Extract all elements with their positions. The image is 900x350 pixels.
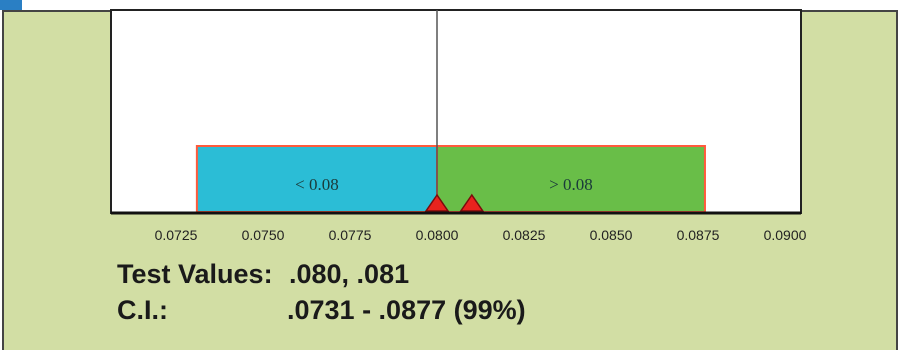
x-tick-label-2: 0.0775 (329, 227, 372, 243)
test-values-value: .080, .081 (289, 259, 410, 289)
x-tick-label-3: 0.0800 (416, 227, 459, 243)
test-values-label: Test Values: (117, 259, 273, 289)
header-accent-bar (0, 0, 22, 10)
x-tick-label-6: 0.0875 (677, 227, 720, 243)
ci-label: C.I.: (117, 295, 168, 325)
ci-value: .0731 - .0877 (99%) (287, 295, 526, 325)
interval-bar-0 (195, 145, 438, 213)
test-value-marker-1 (459, 193, 485, 212)
x-tick-label-1: 0.0750 (242, 227, 285, 243)
x-tick-label-4: 0.0825 (503, 227, 546, 243)
test-value-marker-0 (424, 193, 450, 212)
x-tick-label-5: 0.0850 (590, 227, 633, 243)
interval-chart: < 0.08 > 0.08 0.0725 0.0750 0.0775 0.0800 0.0… (110, 9, 807, 243)
interval-label-0: < 0.08 (295, 175, 339, 194)
interval-bar-1 (436, 145, 706, 213)
x-tick-label-7: 0.0900 (764, 227, 807, 243)
x-tick-label-0: 0.0725 (155, 227, 198, 243)
interval-label-1: > 0.08 (549, 175, 593, 194)
